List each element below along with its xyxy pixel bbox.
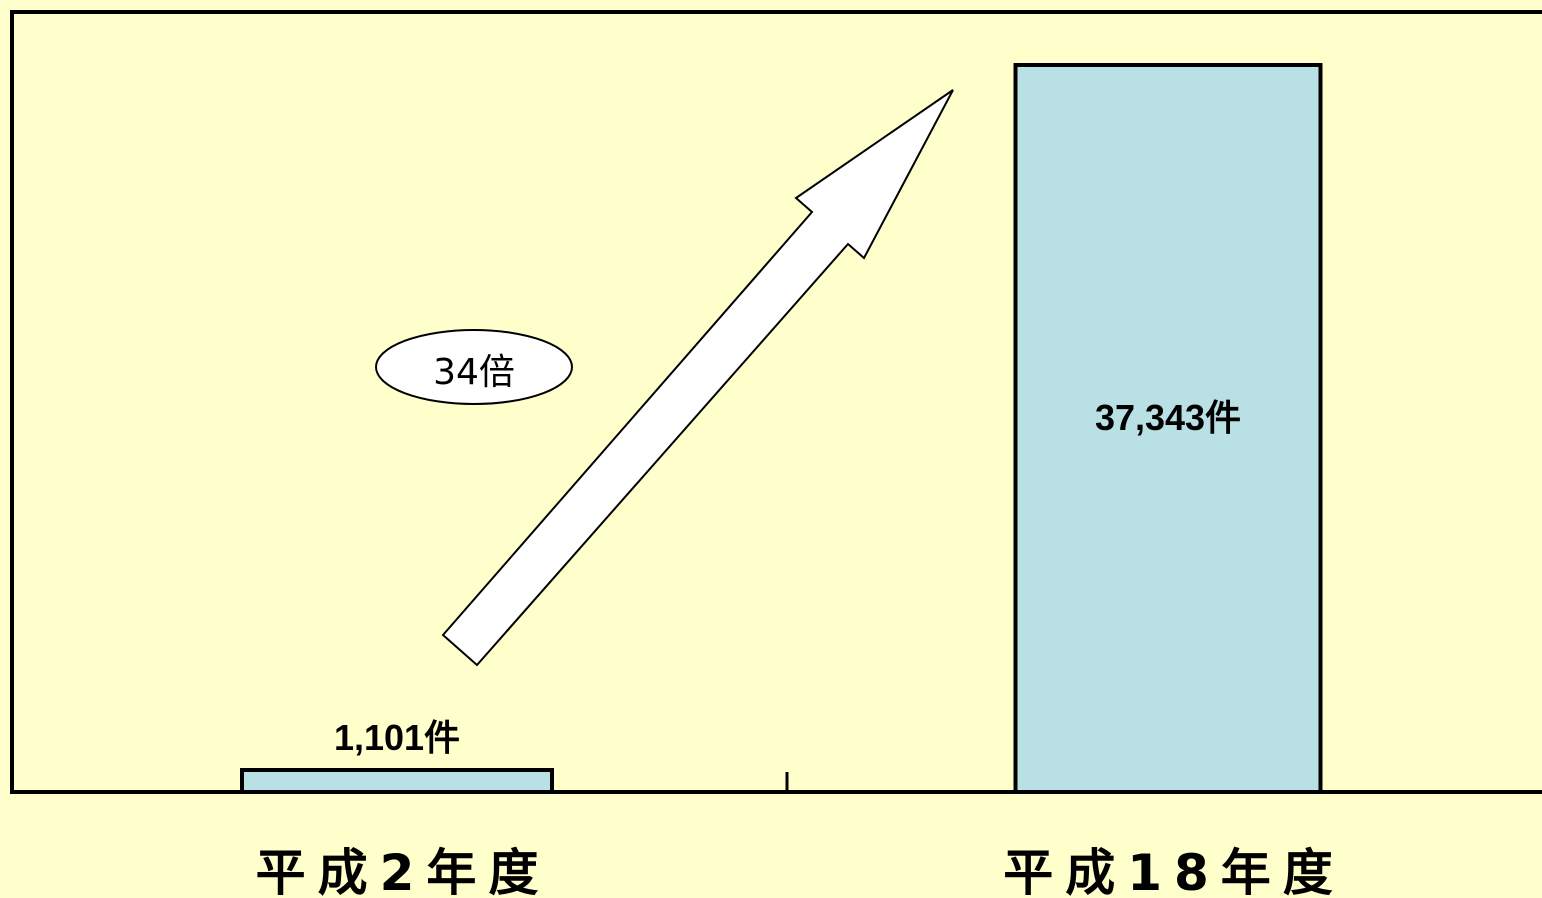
bar-heisei-18: [1013, 63, 1323, 794]
ratio-ellipse: [375, 329, 573, 405]
growth-arrow-icon: [441, 89, 954, 667]
data-label-heisei-2: 1,101件: [334, 717, 460, 758]
ratio-annotation: 34倍: [433, 352, 515, 393]
plot-frame: [10, 10, 1542, 794]
category-label-heisei-18: 平成18年度: [1003, 844, 1345, 898]
data-label-heisei-18: 37,343件: [1095, 397, 1241, 438]
bar-heisei-2: [240, 768, 554, 794]
category-label-heisei-2: 平成2年度: [256, 844, 551, 898]
